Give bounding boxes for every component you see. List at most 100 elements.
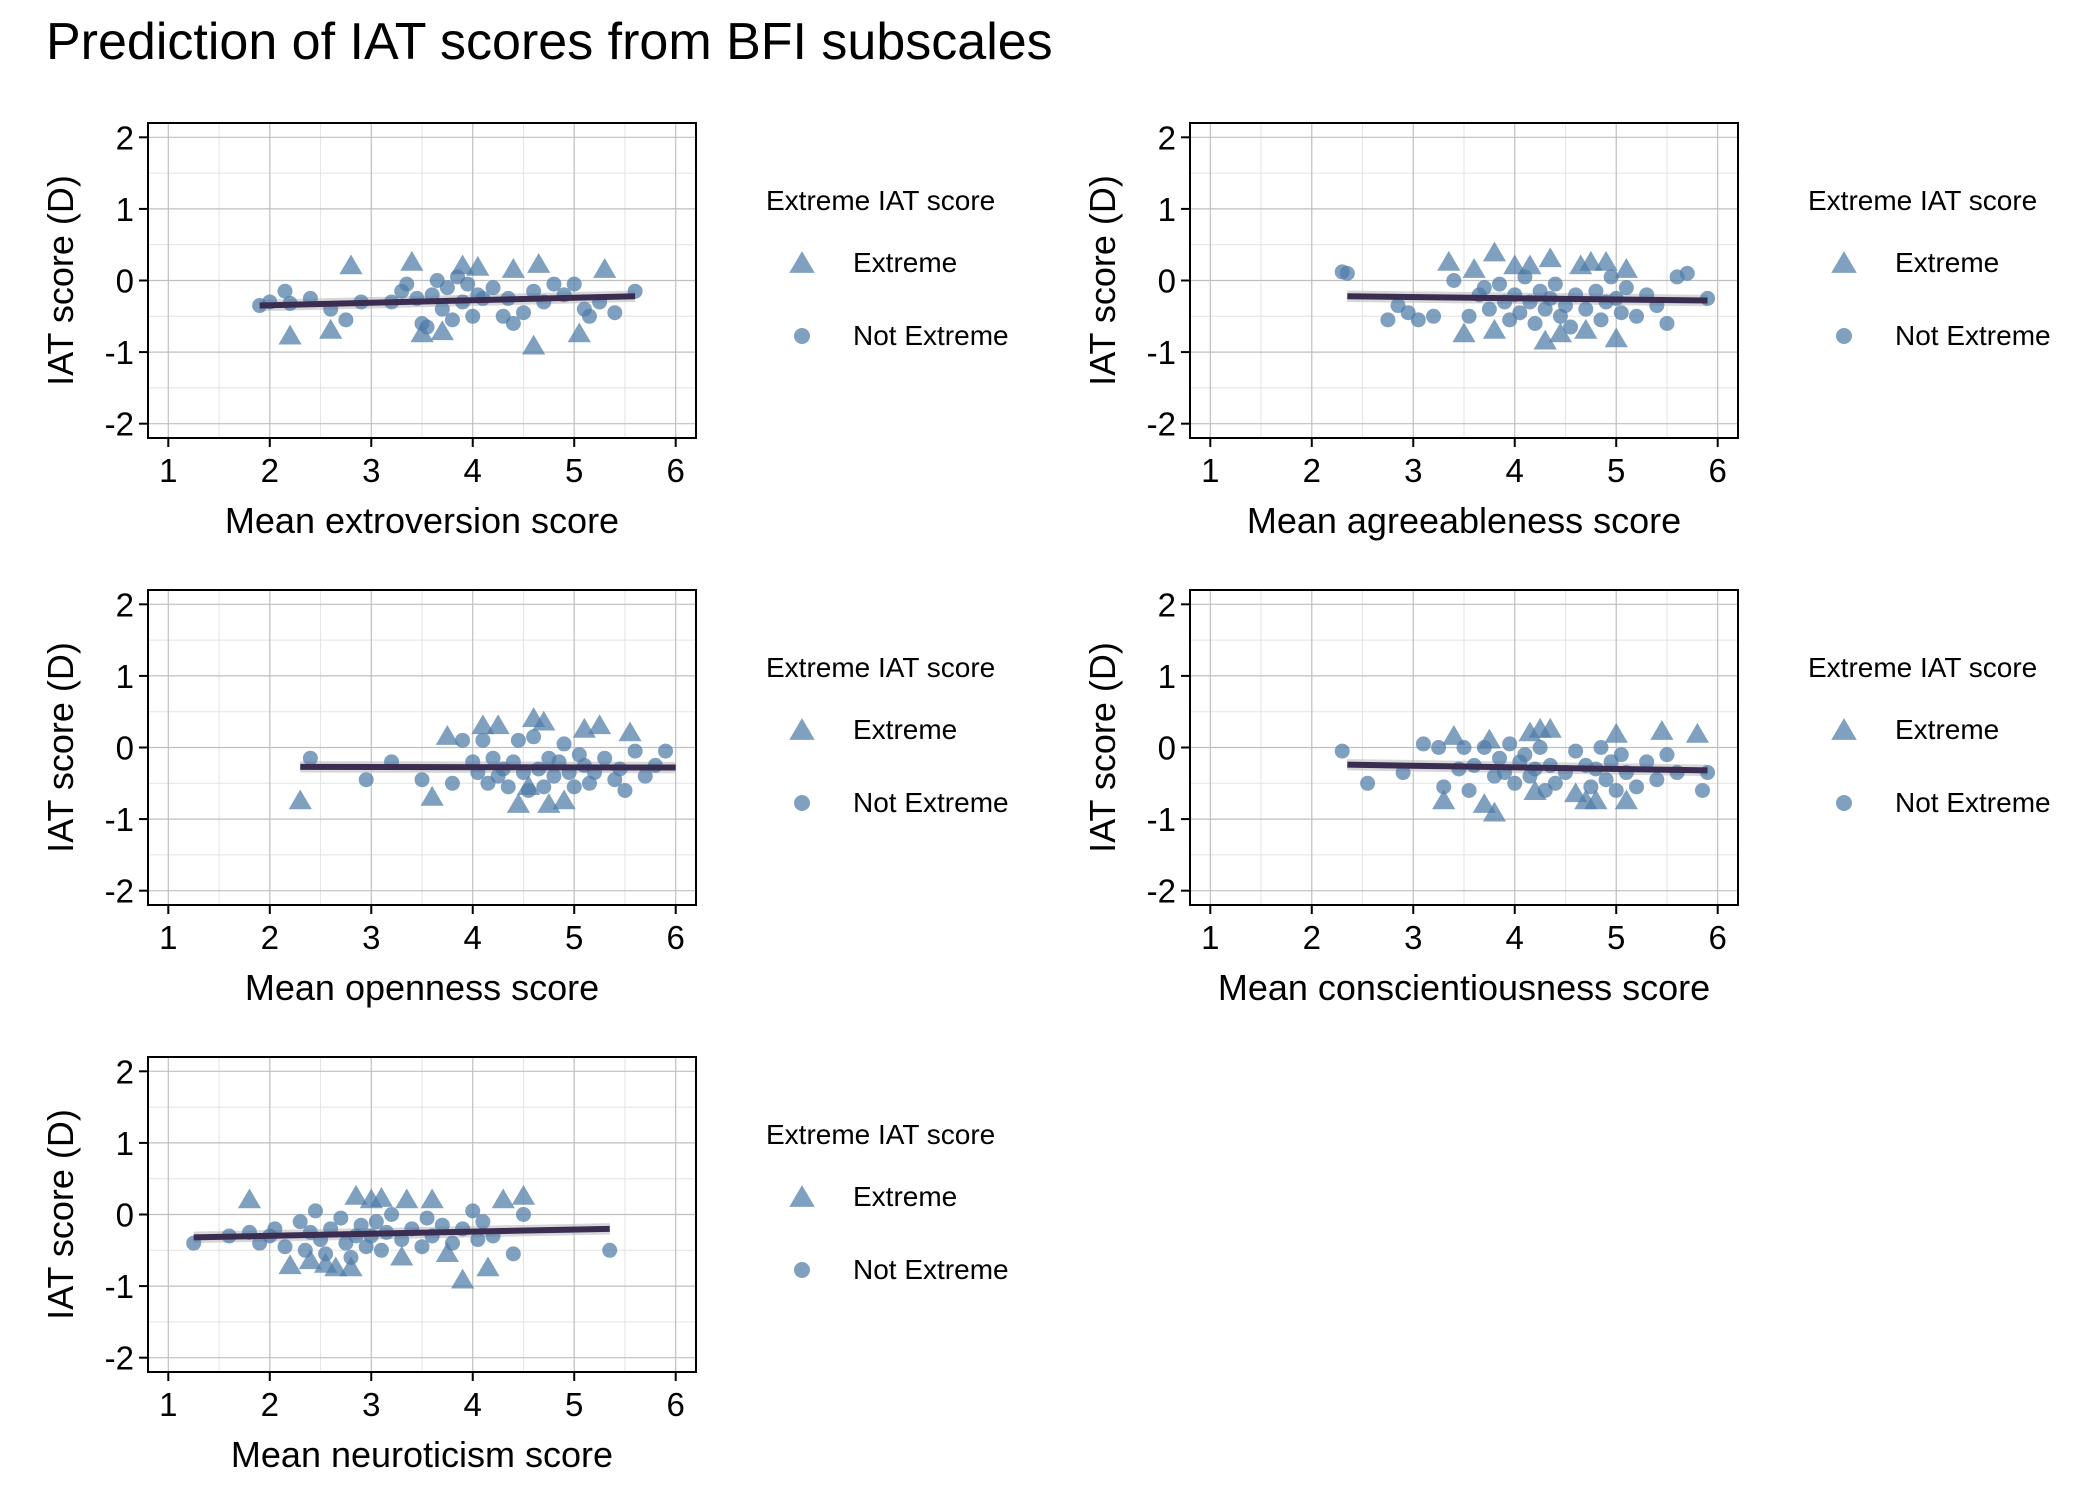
point-not-extreme [358,772,374,788]
point-not-extreme [267,1221,283,1237]
point-extreme [1482,241,1507,262]
legend-triangle-icon [789,718,815,740]
point-extreme [324,1256,348,1277]
page-title: Prediction of IAT scores from BFI subsca… [46,13,1053,71]
point-not-extreme [333,1210,349,1226]
point-extreme [476,1256,500,1277]
point-not-extreme [1461,308,1477,324]
point-not-extreme [460,276,476,292]
point-extreme [466,255,490,276]
point-extreme [319,318,343,339]
point-not-extreme [455,732,471,748]
point-extreme [567,322,591,343]
x-tick-label: 4 [464,919,482,956]
y-tick-label: 1 [116,191,134,228]
legend-triangle-icon [1831,718,1857,740]
point-not-extreme [1583,779,1599,795]
y-tick-label: -1 [1147,801,1176,838]
point-not-extreme [658,743,674,759]
point-extreme [486,714,510,735]
y-axis-title: IAT score (D) [1082,175,1123,386]
y-tick-label: 2 [1158,586,1176,623]
point-not-extreme [505,1246,521,1262]
y-tick-label: 0 [116,730,134,767]
point-extreme [1482,801,1507,822]
x-tick-label: 5 [565,1386,583,1423]
x-tick-label: 1 [159,1386,177,1423]
point-not-extreme [526,283,542,299]
x-tick-label: 2 [261,1386,279,1423]
point-extreme [278,1254,302,1275]
x-tick-label: 1 [1201,919,1219,956]
point-not-extreme [353,1217,369,1233]
point-extreme [237,1188,262,1209]
point-not-extreme [475,732,491,748]
x-tick-label: 1 [159,452,177,489]
x-axis-title: Mean conscientiousness score [1218,967,1710,1008]
x-tick-label: 5 [1607,452,1625,489]
x-tick-label: 4 [1506,452,1524,489]
point-not-extreme [384,1207,400,1222]
point-not-extreme [444,775,460,791]
point-extreme [501,258,525,278]
y-tick-label: -1 [105,334,134,371]
point-not-extreme [526,729,542,745]
point-not-extreme [536,779,552,795]
point-not-extreme [1639,754,1655,770]
point-not-extreme [1679,265,1695,281]
point-not-extreme [617,782,633,798]
point-not-extreme [373,1242,389,1258]
point-not-extreme [597,750,613,766]
point-extreme [1594,250,1618,271]
point-extreme [506,793,531,813]
y-tick-label: 0 [116,263,134,300]
y-tick-label: -2 [105,406,134,443]
fit-line [300,763,676,771]
point-not-extreme [1426,308,1442,324]
point-extreme [298,1249,322,1270]
panel-1: 1 2 3 4 5 6 -2 -1 0 1 2 Mean extroversion score IAT … [40,119,1009,541]
point-not-extreme [500,779,516,795]
point-not-extreme [399,276,415,292]
point-extreme [1503,254,1527,275]
y-tick-label: -2 [1147,406,1176,443]
point-not-extreme [1517,747,1533,763]
point-extreme [552,789,576,810]
point-not-extreme [414,772,430,788]
point-not-extreme [581,308,597,324]
point-not-extreme [1446,273,1462,288]
point-not-extreme [1360,775,1376,791]
panel-3: 1 2 3 4 5 6 -2 -1 0 1 2 Mean openness score IAT scor… [40,586,1009,1008]
point-extreme [1462,258,1486,278]
point-not-extreme [444,312,460,328]
x-tick-label: 2 [261,919,279,956]
point-not-extreme [515,1207,531,1222]
legend-label: Extreme [1895,714,1999,745]
point-not-extreme [1568,743,1584,759]
point-extreme [450,1268,475,1289]
y-tick-label: 2 [116,586,134,623]
x-axis-title: Mean neuroticism score [231,1434,613,1475]
point-not-extreme [1481,301,1497,317]
point-not-extreme [556,736,572,752]
point-not-extreme [521,782,537,798]
point-not-extreme [1456,740,1472,755]
point-not-extreme [1512,305,1528,321]
point-extreme [420,785,444,806]
y-tick-label: -1 [105,1268,134,1305]
point-not-extreme [1613,305,1629,321]
point-extreme [1533,329,1557,350]
x-tick-label: 4 [464,452,482,489]
point-not-extreme [318,1246,334,1262]
point-extreme [1472,793,1496,813]
point-not-extreme [1517,269,1533,285]
point-not-extreme [1629,308,1645,324]
point-extreme [400,250,424,271]
point-not-extreme [637,768,653,784]
point-not-extreme [1380,312,1396,328]
point-not-extreme [338,312,354,328]
legend-label: Not Extreme [853,1254,1009,1285]
y-axis-title: IAT score (D) [40,642,81,853]
point-extreme [435,725,459,745]
